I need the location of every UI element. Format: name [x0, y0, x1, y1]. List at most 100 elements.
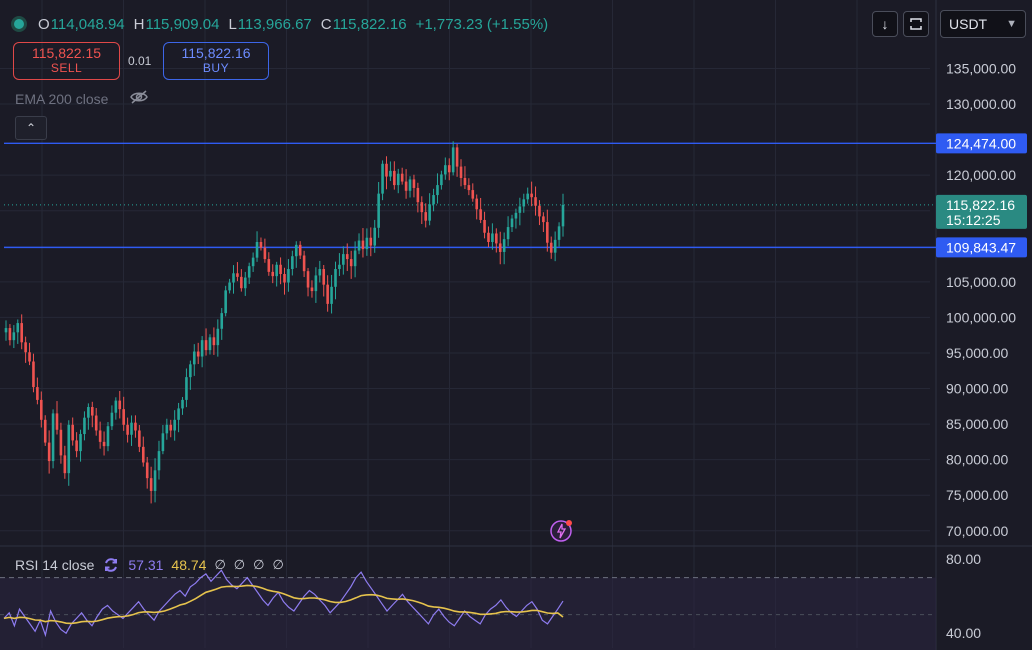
- y-axis-tick-label: 80,000.00: [946, 452, 1008, 468]
- candle-body: [169, 424, 173, 431]
- currency-value: USDT: [949, 16, 988, 32]
- candle-body: [424, 212, 428, 221]
- settings-sync-icon[interactable]: [102, 556, 120, 574]
- candle-body: [259, 242, 263, 248]
- lower-level-tag-bg: [936, 237, 1027, 258]
- replay-button[interactable]: [903, 11, 929, 37]
- candle-body: [330, 286, 333, 304]
- candle-body: [294, 244, 298, 257]
- candle-body: [420, 202, 424, 213]
- candle-body: [118, 400, 122, 410]
- candle-body: [369, 237, 373, 246]
- status-dot-icon: [14, 19, 24, 29]
- candle-body: [263, 247, 267, 260]
- y-axis-tick-label: 120,000.00: [946, 167, 1016, 183]
- candle-body: [67, 424, 71, 474]
- candle-body: [212, 337, 216, 346]
- collapse-legend-button[interactable]: ⌃: [15, 116, 47, 140]
- candle-body: [553, 239, 557, 253]
- candle-body: [400, 173, 404, 182]
- candle-body: [510, 218, 514, 228]
- candle-body: [436, 185, 439, 196]
- candle-body: [451, 147, 455, 173]
- candle-body: [232, 273, 235, 283]
- close-label: C: [320, 15, 332, 33]
- candle-body: [185, 377, 188, 400]
- candle-body: [498, 243, 502, 252]
- candles: [4, 141, 565, 504]
- rsi-axis-tick-label: 80.00: [946, 551, 981, 567]
- download-button[interactable]: ↓: [872, 11, 898, 37]
- rsi-ma-value: 48.74: [171, 557, 207, 573]
- ema-indicator-label[interactable]: EMA 200 close: [15, 91, 109, 107]
- buy-button[interactable]: 115,822.16 BUY: [163, 42, 269, 80]
- candle-body: [287, 269, 290, 283]
- candle-body: [4, 328, 8, 333]
- candle-body: [549, 242, 553, 253]
- y-axis-tick-label: 75,000.00: [946, 487, 1008, 503]
- candle-body: [428, 204, 431, 221]
- candle-body: [173, 419, 176, 431]
- candle-body: [55, 413, 59, 430]
- candle-body: [8, 328, 12, 341]
- current-price-tag-text: 115,822.16: [946, 197, 1015, 213]
- candle-body: [20, 323, 23, 343]
- candle-body: [267, 259, 271, 272]
- currency-select[interactable]: USDT ▼: [940, 10, 1026, 38]
- candle-body: [177, 408, 180, 420]
- ohlc-legend: O 114,048.94 H 115,909.04 L 113,966.67 C…: [14, 14, 557, 34]
- candle-body: [361, 240, 365, 250]
- candle-body: [471, 190, 475, 199]
- candle-body: [447, 165, 451, 173]
- candle-body: [196, 351, 200, 357]
- candle-body: [389, 170, 392, 177]
- replay-icon: [910, 18, 922, 30]
- y-axis-tick-label: 70,000.00: [946, 523, 1008, 539]
- chevron-down-icon: ▼: [1006, 18, 1017, 30]
- candle-body: [345, 254, 349, 260]
- lightning-icon[interactable]: [550, 519, 574, 543]
- eye-off-icon[interactable]: [129, 89, 149, 105]
- candle-body: [153, 470, 157, 491]
- candle-body: [326, 284, 329, 304]
- y-axis-tick-label: 130,000.00: [946, 96, 1016, 112]
- candle-body: [557, 226, 561, 240]
- candle-body: [130, 422, 133, 435]
- candle-body: [63, 455, 67, 474]
- y-axis-tick-label: 135,000.00: [946, 60, 1016, 76]
- candle-body: [298, 244, 302, 256]
- candle-body: [204, 340, 208, 351]
- spread-value: 0.01: [128, 54, 152, 68]
- candle-body: [126, 424, 129, 435]
- open-label: O: [38, 15, 50, 33]
- candle-body: [538, 205, 541, 217]
- candle-body: [404, 181, 408, 191]
- lower-level-tag: 109,843.47: [936, 237, 1027, 258]
- y-axis-tick-label: 90,000.00: [946, 381, 1008, 397]
- candle-body: [12, 332, 16, 341]
- candle-body: [291, 256, 294, 270]
- candle-body: [357, 240, 361, 251]
- candle-body: [440, 174, 443, 186]
- candle-body: [432, 195, 435, 205]
- y-axis-tick-label: 95,000.00: [946, 345, 1008, 361]
- candle-body: [36, 387, 39, 400]
- sell-button[interactable]: 115,822.15 SELL: [13, 42, 120, 80]
- candle-body: [275, 264, 278, 277]
- current-price-tag-bg: [936, 194, 1027, 229]
- candle-body: [518, 206, 522, 213]
- candle-body: [208, 337, 212, 351]
- candle-body: [475, 198, 479, 210]
- sell-price: 115,822.15: [31, 45, 102, 61]
- candle-body: [224, 290, 227, 314]
- upper-level-tag-bg: [936, 133, 1027, 154]
- candle-body: [334, 269, 337, 287]
- candle-body: [526, 193, 529, 200]
- candle-body: [377, 193, 380, 228]
- candle-body: [149, 478, 153, 491]
- y-axis-tick-label: 105,000.00: [946, 274, 1016, 290]
- candle-body: [243, 277, 247, 289]
